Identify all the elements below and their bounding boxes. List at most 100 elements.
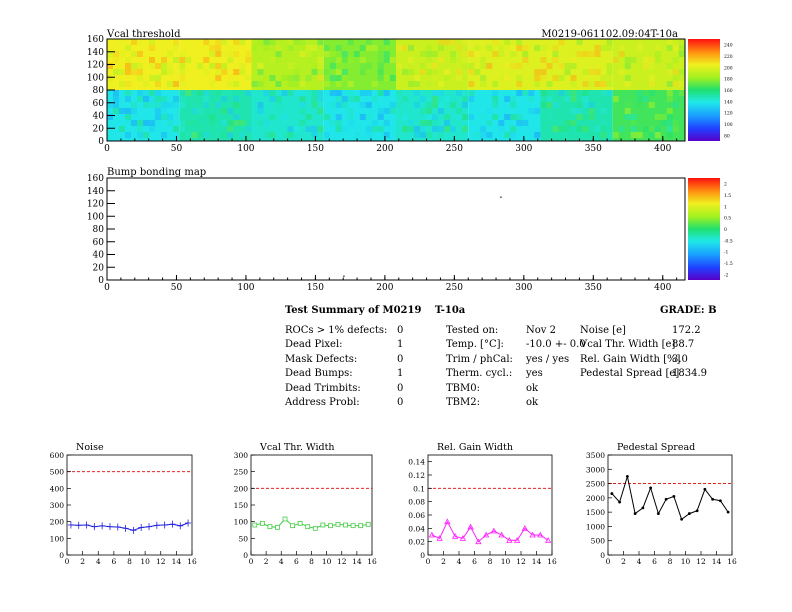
pixel-cell	[570, 63, 577, 69]
pixel-cell	[311, 69, 318, 75]
pixel-cell	[456, 45, 462, 51]
pixel-cell	[287, 81, 294, 87]
pixel-cell	[335, 126, 342, 132]
pixel-cell	[299, 96, 306, 102]
pixel-cell	[648, 75, 655, 81]
pixel-cell	[546, 51, 553, 57]
pixel-cell	[143, 120, 149, 126]
pixel-cell	[215, 51, 222, 57]
pixel-cell	[263, 75, 270, 81]
pixel-cell	[600, 81, 607, 87]
pixel-cell	[414, 81, 420, 87]
pixel-cell	[576, 39, 583, 45]
pixel-cell	[245, 90, 252, 96]
pixel-cell	[275, 132, 282, 138]
pixel-cell	[462, 96, 468, 102]
pixel-cell	[275, 45, 282, 51]
pixel-cell	[125, 132, 131, 138]
bump-palette-labels: -2 -1.5 -1 -0.5 0 0.5 1 1.5 2	[724, 182, 733, 279]
pixel-cell	[365, 132, 372, 138]
pixel-cell	[359, 45, 366, 51]
row-value: 172.2	[672, 325, 701, 336]
pixel-cell	[305, 126, 312, 132]
pixel-cell	[323, 114, 330, 120]
pixel-cell	[299, 102, 306, 108]
x-tick-label: 14	[712, 557, 722, 566]
pixel-cell	[203, 69, 210, 75]
y-tick-label: 100	[87, 212, 104, 222]
pixel-cell	[269, 132, 276, 138]
pixel-cell	[275, 81, 282, 87]
x-tick-label: 100	[237, 283, 254, 293]
pixel-cell	[269, 96, 276, 102]
data-point	[672, 495, 676, 498]
data-point	[75, 521, 82, 529]
y-tick-label: 80	[93, 86, 105, 96]
pixel-cell	[209, 120, 216, 126]
pixel-cell	[359, 57, 366, 63]
pixel-cell	[594, 45, 601, 51]
vcal-palette	[688, 39, 720, 141]
pixel-cell	[311, 102, 318, 108]
pixel-cell	[666, 45, 673, 51]
series-line	[431, 520, 549, 543]
pixel-cell	[570, 75, 577, 81]
pixel-cell	[522, 57, 529, 63]
pixel-cell	[173, 57, 179, 63]
y-tick-label: 2000	[586, 494, 605, 503]
pixel-cell	[329, 75, 336, 81]
y-tick-label: 100	[234, 518, 249, 527]
pixel-cell	[654, 57, 661, 63]
data-point	[130, 526, 137, 534]
pixel-cell	[618, 51, 625, 57]
pixel-cell	[654, 126, 661, 132]
pixel-cell	[558, 114, 565, 120]
pixel-cell	[167, 81, 173, 87]
data-point	[99, 522, 106, 530]
pixel-cell	[672, 102, 679, 108]
y-tick-label: 140	[87, 187, 104, 197]
pixel-cell	[564, 96, 571, 102]
row-value: yes / yes	[526, 353, 570, 365]
y-tick-label: 60	[93, 238, 105, 248]
pixel-cell	[456, 63, 462, 69]
pixel-cell	[408, 114, 414, 120]
pixel-cell	[161, 132, 167, 138]
pixel-cell	[420, 96, 426, 102]
summary-row: Dead Bumps: 1	[285, 367, 403, 381]
pixel-cell	[149, 96, 155, 102]
pixel-cell	[432, 51, 438, 57]
pixel-cell	[468, 90, 475, 96]
summary-row: Vcal Thr. Width [e]88.7	[580, 338, 707, 352]
palette-label: 100	[724, 122, 733, 128]
y-tick-label: 2500	[586, 480, 605, 489]
y-tick-label: 80	[93, 225, 105, 235]
pixel-cell	[233, 69, 240, 75]
row-value: 0	[397, 382, 404, 394]
pixel-cell	[107, 102, 113, 108]
row-value: yes	[526, 368, 543, 380]
pixel-cell	[630, 120, 637, 126]
x-tick-label: 0	[249, 557, 254, 566]
pixel-cell	[317, 39, 324, 45]
pixel-cell	[299, 120, 306, 126]
pixel-cell	[317, 96, 324, 102]
x-tick-label: 300	[515, 283, 532, 293]
pixel-cell	[119, 51, 125, 57]
pixel-cell	[257, 39, 264, 45]
pixel-cell	[317, 75, 324, 81]
pixel-cell	[113, 57, 119, 63]
y-tick-label: 100	[87, 73, 104, 83]
pixel-cell	[516, 90, 523, 96]
pixel-cell	[432, 69, 438, 75]
pixel-cell	[594, 126, 601, 132]
x-tick-label: 50	[171, 283, 183, 293]
y-tick-label: 100	[50, 534, 65, 543]
data-point	[444, 518, 451, 525]
pixel-cell	[179, 126, 186, 132]
pixel-cell	[365, 39, 372, 45]
data-point	[726, 510, 730, 514]
pixel-cell	[570, 90, 577, 96]
row-label: Dead Pixel:	[285, 339, 343, 351]
